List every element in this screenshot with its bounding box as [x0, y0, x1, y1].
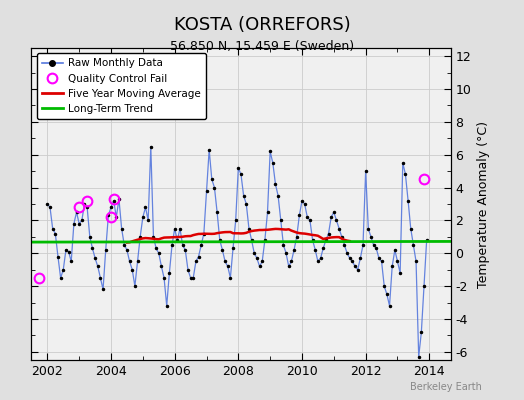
Y-axis label: Temperature Anomaly (°C): Temperature Anomaly (°C): [477, 120, 490, 288]
Legend: Raw Monthly Data, Quality Control Fail, Five Year Moving Average, Long-Term Tren: Raw Monthly Data, Quality Control Fail, …: [37, 53, 206, 119]
Text: 56.850 N, 15.459 E (Sweden): 56.850 N, 15.459 E (Sweden): [170, 40, 354, 53]
Text: KOSTA (ORREFORS): KOSTA (ORREFORS): [173, 16, 351, 34]
Text: Berkeley Earth: Berkeley Earth: [410, 382, 482, 392]
